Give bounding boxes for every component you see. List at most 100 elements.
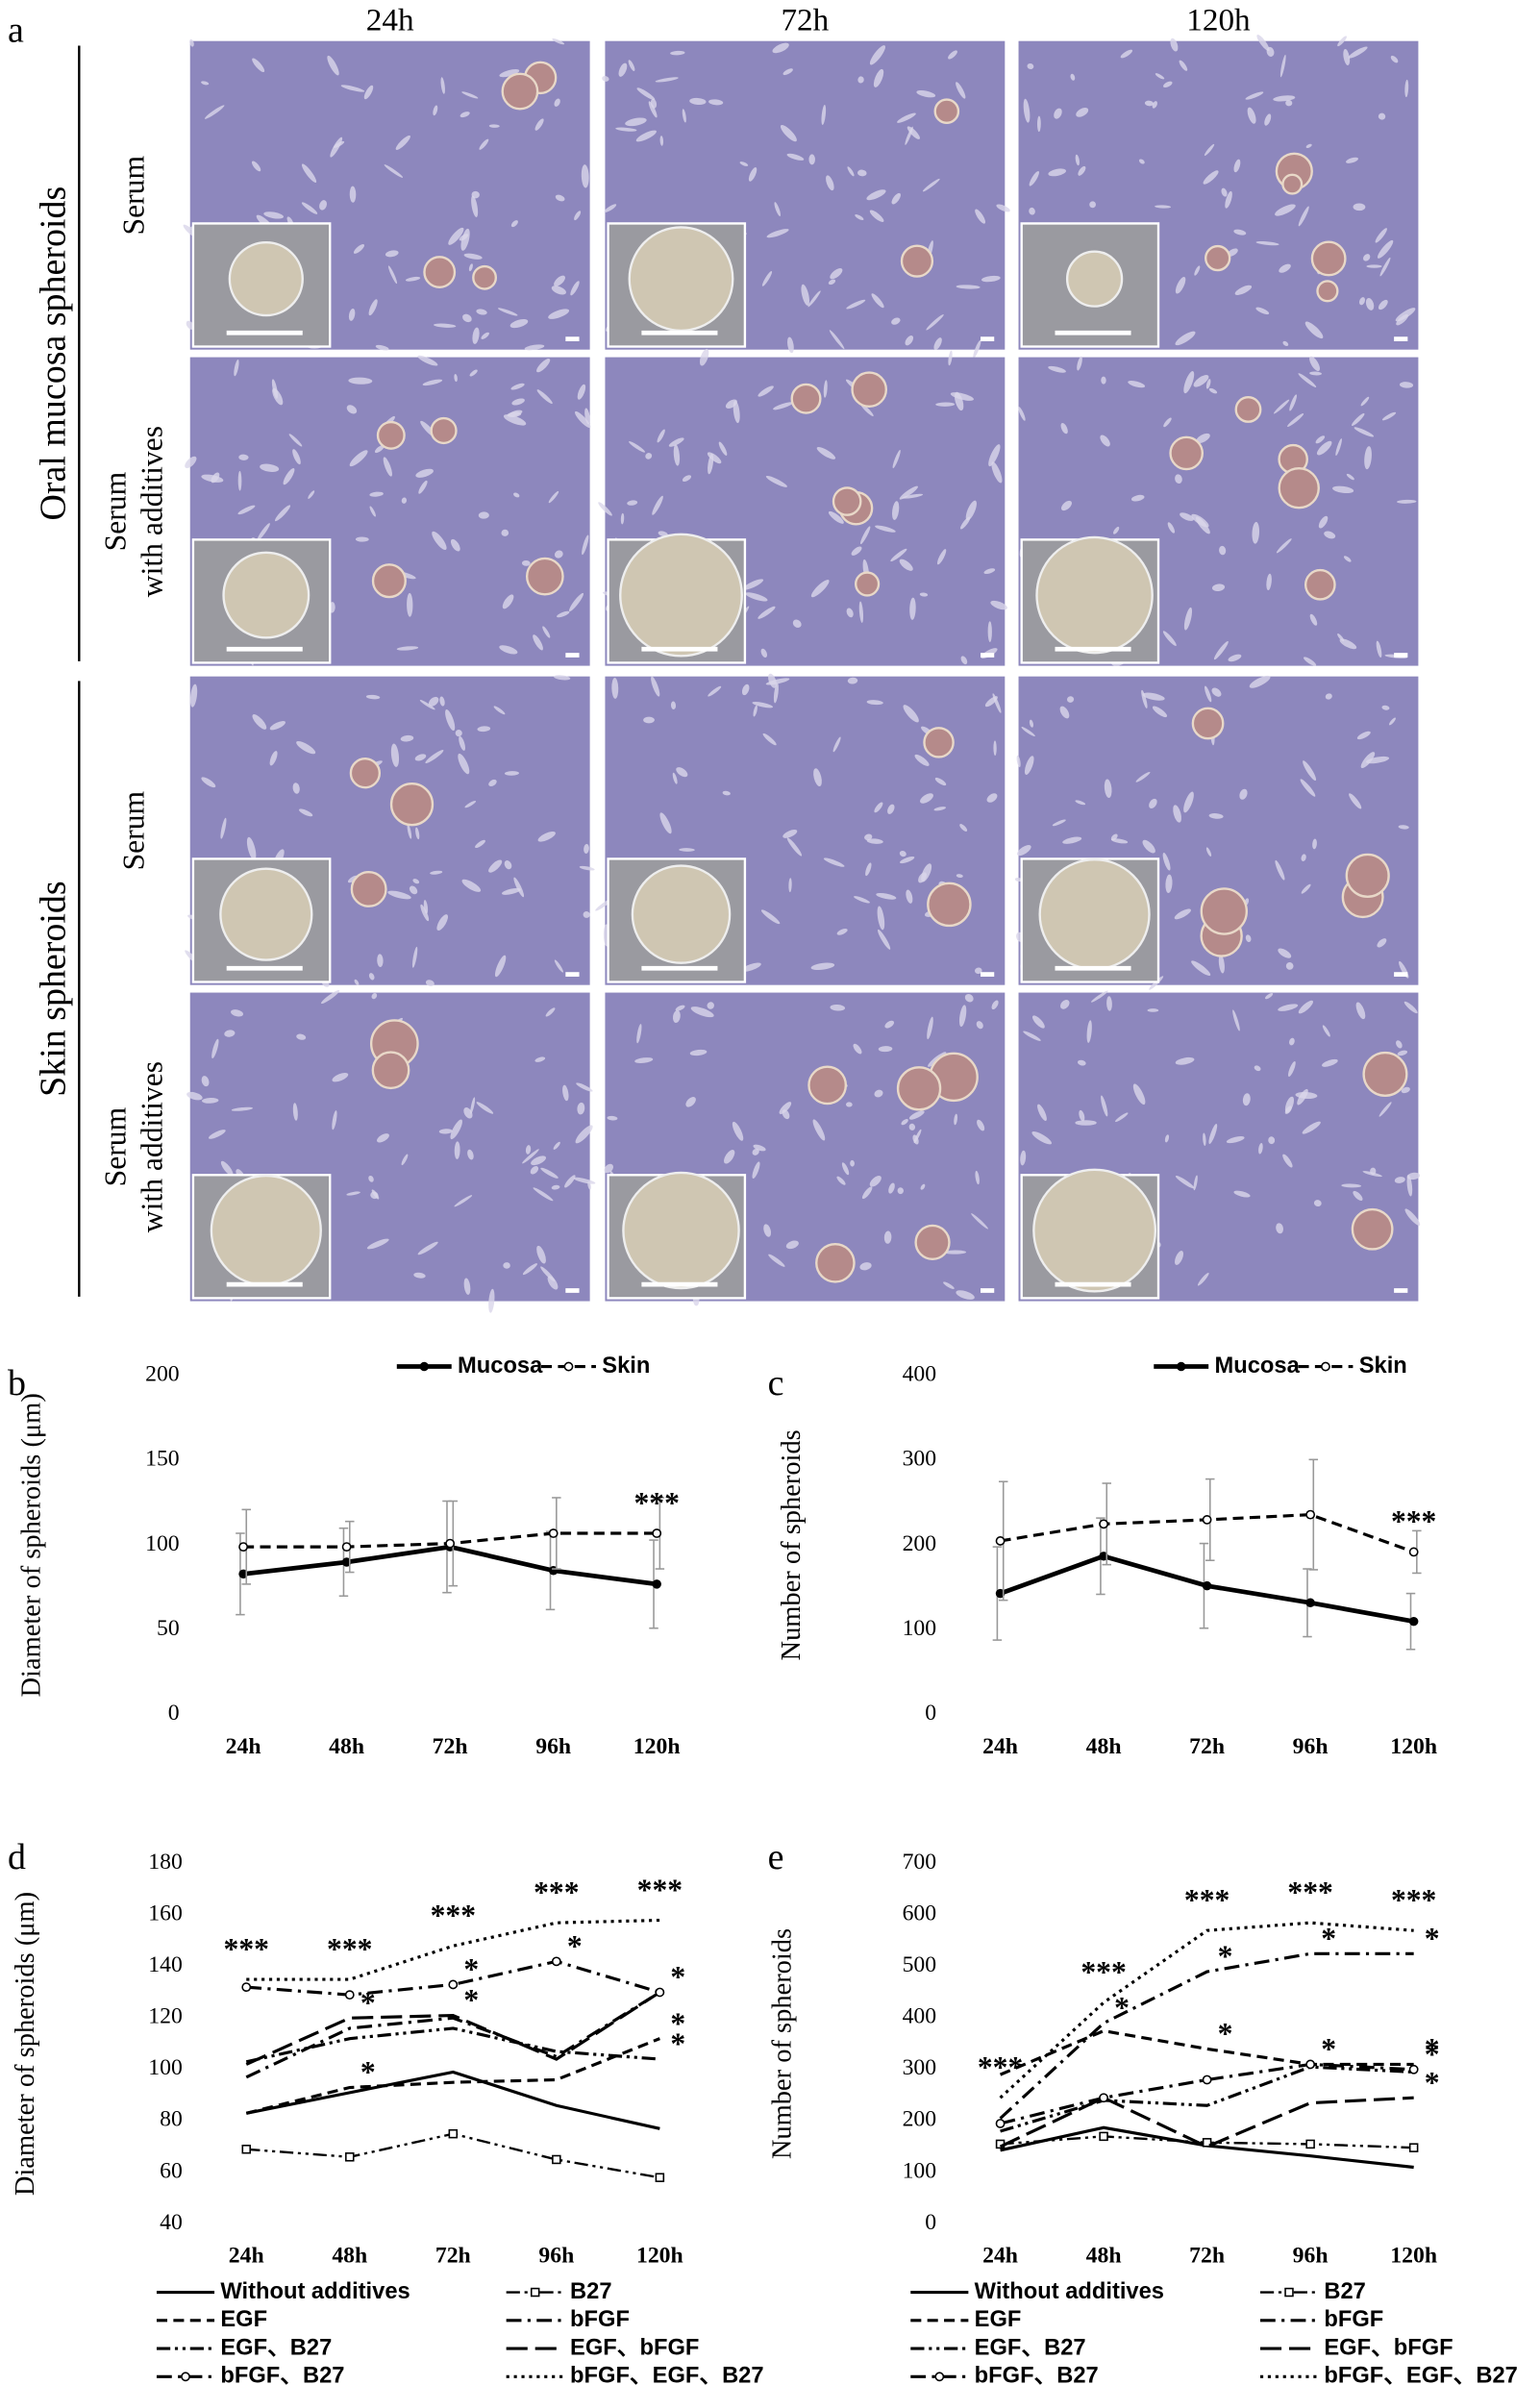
cell: [1023, 98, 1031, 123]
cell: [888, 1182, 895, 1194]
x-tick-label: 120h: [636, 2244, 683, 2269]
cell: [732, 1121, 744, 1141]
legend-label: bFGF: [1324, 2307, 1383, 2332]
cell: [1191, 513, 1209, 528]
spheroid: [1234, 396, 1262, 423]
cell: [501, 529, 509, 536]
cell: [1406, 1172, 1421, 1180]
marker: [241, 2145, 251, 2154]
cell: [396, 646, 419, 651]
cell: [861, 1186, 873, 1200]
y-tick-label: 300: [903, 2055, 937, 2080]
cell: [602, 76, 609, 82]
cell: [340, 85, 365, 92]
cell: [454, 373, 458, 383]
y-tick-label: 400: [903, 1361, 937, 1386]
annotation: ***: [327, 1932, 372, 1966]
cell: [1196, 433, 1210, 444]
cell: [1305, 143, 1312, 148]
cell: [531, 1155, 547, 1166]
cell: [238, 454, 249, 460]
marker: [1408, 1547, 1419, 1557]
cell: [866, 700, 883, 706]
cell: [1204, 143, 1215, 157]
cell: [699, 348, 709, 366]
cell: [1076, 107, 1089, 117]
cell: [1054, 108, 1062, 119]
cell: [283, 467, 295, 485]
cell: [1162, 81, 1173, 88]
cell: [841, 1162, 850, 1176]
cell: [479, 138, 489, 150]
cell: [499, 645, 518, 655]
cell: [582, 534, 589, 556]
cell: [564, 1175, 576, 1188]
marker: [563, 1361, 574, 1372]
cell: [1060, 423, 1068, 435]
spheroid: [1191, 707, 1225, 740]
spheroid: [790, 383, 822, 414]
y-tick-label: 500: [903, 1952, 937, 1977]
cell: [1152, 706, 1168, 718]
cell: [718, 441, 728, 456]
cell: [387, 265, 398, 285]
cell: [448, 227, 464, 245]
panel-label: e: [768, 1837, 784, 1877]
cell: [438, 1129, 453, 1134]
cell: [857, 76, 864, 84]
marker: [1305, 2059, 1316, 2070]
marker: [1408, 2064, 1419, 2074]
cell: [847, 677, 858, 684]
data-line: [246, 1918, 660, 1981]
inset-spheroid: [622, 1171, 740, 1290]
x-tick-label: 96h: [535, 1734, 571, 1759]
cell: [504, 860, 512, 870]
cell: [689, 97, 707, 106]
inset-spheroid: [1038, 858, 1151, 971]
cell: [1394, 1177, 1405, 1183]
data-line: [246, 1959, 660, 1997]
series: [995, 1458, 1422, 1602]
cell: [1365, 756, 1390, 764]
cell: [488, 1288, 495, 1313]
cell: [846, 299, 866, 310]
cell: [899, 857, 915, 864]
legend-label: EGF: [975, 2307, 1022, 2332]
cell: [873, 68, 884, 87]
cell: [1315, 435, 1326, 444]
series: [1000, 2065, 1414, 2133]
cell: [906, 889, 913, 904]
cell: [1381, 411, 1397, 421]
cell: [1130, 494, 1145, 502]
cell: [758, 606, 776, 619]
annotation: *: [670, 1960, 685, 1994]
cell: [786, 153, 805, 161]
cell: [823, 857, 845, 867]
cell: [1101, 1095, 1108, 1117]
cell: [330, 137, 343, 158]
cell: [1298, 1000, 1313, 1014]
cell: [1346, 157, 1358, 163]
marker: [1202, 1580, 1212, 1591]
annotation: *: [1218, 2017, 1233, 2050]
cell: [1313, 1200, 1322, 1207]
y-tick-label: 200: [903, 1531, 937, 1556]
cell: [753, 705, 758, 717]
cell: [1404, 1208, 1421, 1226]
cell: [327, 55, 339, 76]
cell: [409, 885, 418, 895]
cell: [792, 619, 802, 628]
cell: [1309, 371, 1323, 376]
cell: [954, 1113, 958, 1126]
cell: [551, 1184, 560, 1190]
cell: [536, 1245, 546, 1264]
cell: [521, 559, 531, 566]
cell: [768, 1254, 785, 1267]
cell: [801, 284, 810, 306]
cell: [878, 929, 891, 950]
cell: [463, 1278, 471, 1295]
x-tick-label: 24h: [982, 2244, 1018, 2269]
panel-label: d: [8, 1837, 26, 1877]
cell: [869, 45, 886, 65]
cell: [854, 896, 870, 904]
